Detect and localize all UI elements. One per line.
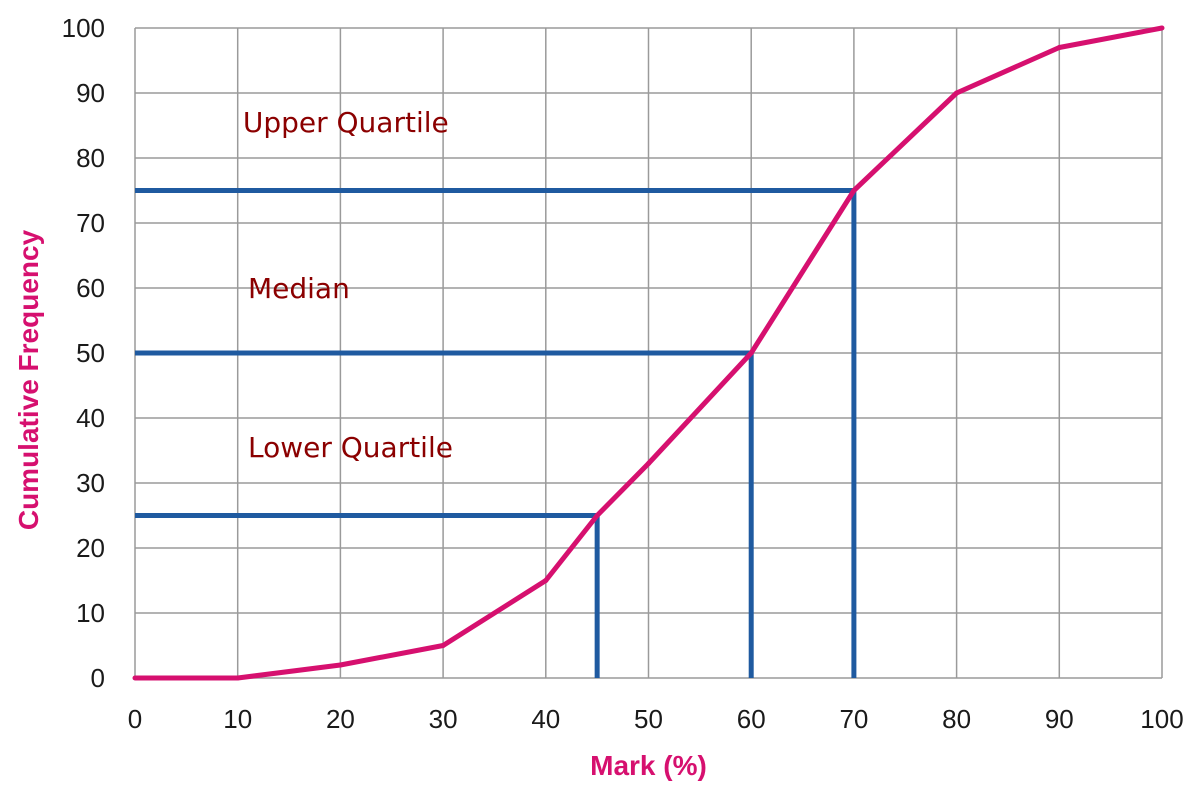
x-tick-label: 40 <box>531 704 560 734</box>
data-point <box>594 513 600 518</box>
data-point <box>440 643 446 648</box>
x-tick-label: 80 <box>942 704 971 734</box>
data-point <box>337 662 343 668</box>
data-point <box>1159 25 1165 31</box>
x-axis-title: Mark (%) <box>590 750 707 781</box>
annotation-label: Median <box>248 272 350 305</box>
y-tick-label: 10 <box>76 598 105 628</box>
data-point <box>543 578 549 583</box>
x-tick-label: 90 <box>1045 704 1074 734</box>
y-tick-label: 0 <box>91 663 105 693</box>
x-tick-label: 20 <box>326 704 355 734</box>
data-point <box>235 675 241 681</box>
x-tick-label: 70 <box>839 704 868 734</box>
annotation-label: Lower Quartile <box>248 431 453 464</box>
annotation-label: Upper Quartile <box>243 106 449 139</box>
data-point <box>1056 45 1062 50</box>
x-tick-label: 10 <box>223 704 252 734</box>
y-tick-label: 20 <box>76 533 105 563</box>
cumulative-frequency-line <box>135 25 1163 681</box>
data-point <box>954 90 960 96</box>
y-tick-label: 30 <box>76 468 105 498</box>
data-point <box>646 461 651 466</box>
y-tick-label: 100 <box>62 13 105 43</box>
y-tick-label: 70 <box>76 208 105 238</box>
y-tick-label: 60 <box>76 273 105 303</box>
x-tick-label: 50 <box>634 704 663 734</box>
y-tick-label: 80 <box>76 143 105 173</box>
x-tick-label: 60 <box>737 704 766 734</box>
data-point <box>851 188 857 193</box>
y-tick-label: 40 <box>76 403 105 433</box>
x-tick-label: 100 <box>1140 704 1183 734</box>
data-point <box>132 675 138 681</box>
y-tick-label: 90 <box>76 78 105 108</box>
x-tick-label: 30 <box>429 704 458 734</box>
x-tick-label: 0 <box>128 704 142 734</box>
y-axis-title: Cumulative Frequency <box>13 229 44 530</box>
y-tick-label: 50 <box>76 338 105 368</box>
data-point <box>748 350 754 356</box>
